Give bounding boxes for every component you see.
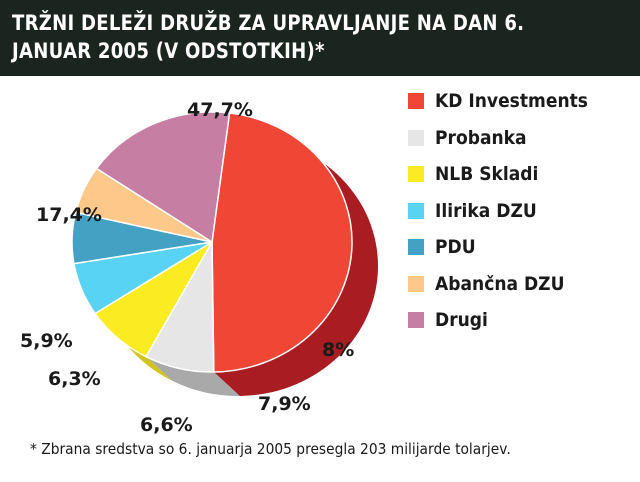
legend-label: NLB Skladi (435, 163, 539, 185)
legend-swatch (408, 202, 424, 219)
legend-item-kd-investments: KD Investments (408, 90, 605, 112)
chart-title: TRŽNI DELEŽI DRUŽB ZA UPRAVLJANJE NA DAN… (12, 11, 525, 63)
legend-swatch (408, 275, 424, 292)
legend-label: Abančna DZU (435, 272, 565, 295)
legend-label: KD Investments (435, 90, 588, 112)
slice-drugi (95, 111, 231, 243)
slice-side-nlb-skladi (95, 313, 173, 381)
legend-label: PDU (435, 236, 476, 258)
data-label-kd-investments: 47,7% (187, 99, 253, 121)
data-label-pdu: 6,3% (48, 368, 101, 390)
title-bar: TRŽNI DELEŽI DRUŽB ZA UPRAVLJANJE NA DAN… (0, 0, 640, 76)
data-label-abancna-dzu: 5,9% (20, 330, 73, 352)
legend-item-drugi: Drugi (408, 309, 605, 331)
legend-swatch (408, 129, 424, 146)
legend-label: Drugi (435, 309, 488, 331)
data-label-nlb-skladi: 7,9% (258, 393, 311, 415)
legend-item-probanka: Probanka (408, 126, 605, 149)
legend-item-abancna-dzu: Abančna DZU (408, 272, 605, 295)
data-label-probanka: 8% (322, 339, 354, 361)
slice-kd-investments (211, 112, 353, 373)
chart-legend: KD Investments Probanka NLB Skladi Ilirika … (408, 90, 605, 348)
legend-swatch (408, 312, 424, 328)
legend-label: Ilirika DZU (435, 199, 537, 222)
pie-chart: 47,7% 8% 7,9% 6,6% 6,3% 5,9% 17,4% (20, 99, 379, 436)
legend-swatch (408, 239, 424, 255)
pie-slices (71, 111, 353, 373)
legend-item-pdu: PDU (408, 236, 605, 258)
data-label-drugi: 17,4% (36, 204, 102, 226)
legend-item-nlb-skladi: NLB Skladi (408, 163, 605, 185)
data-label-ilirika-dzu: 6,6% (140, 414, 193, 436)
legend-item-ilirika-dzu: Ilirika DZU (408, 199, 605, 222)
legend-swatch (408, 166, 424, 182)
legend-swatch (408, 93, 424, 109)
footnote: * Zbrana sredstva so 6. januarja 2005 pr… (30, 440, 511, 458)
legend-label: Probanka (435, 126, 527, 149)
slice-side-kd-investments (213, 113, 379, 396)
